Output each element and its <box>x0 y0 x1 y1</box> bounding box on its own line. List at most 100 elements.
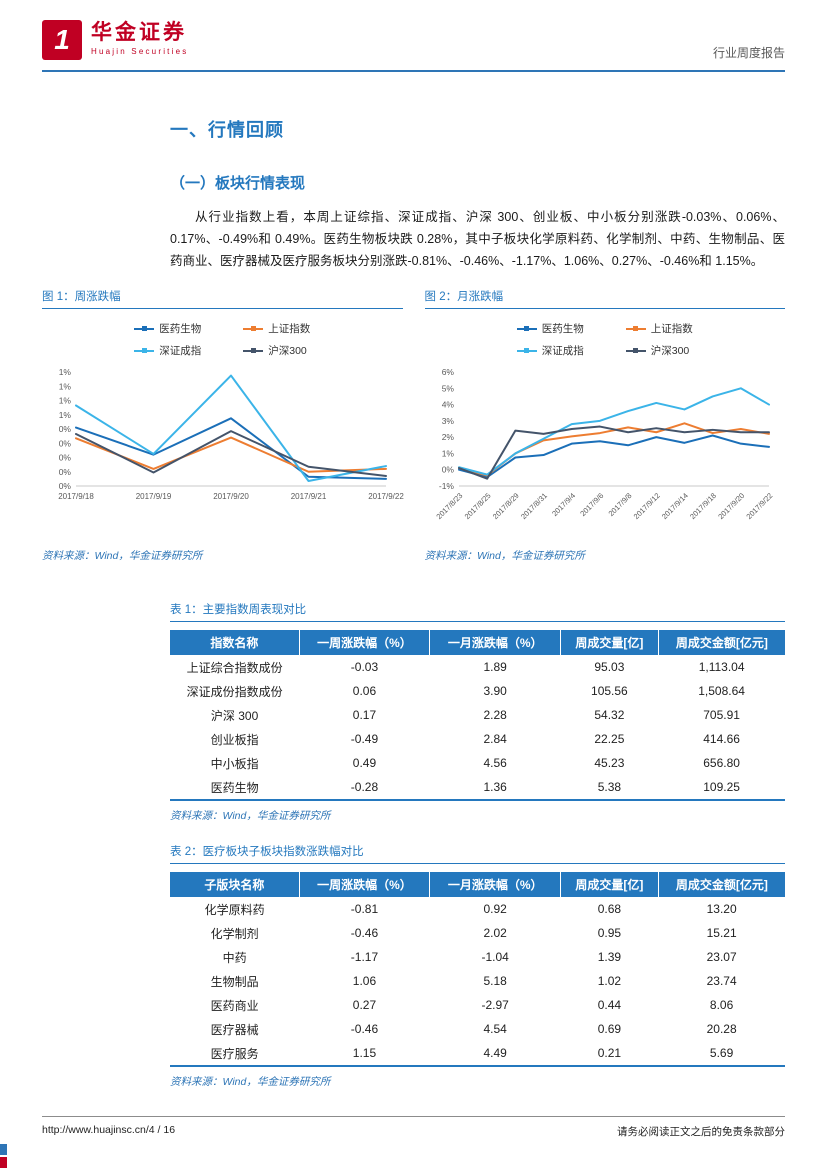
series-line-上证指数 <box>75 436 388 473</box>
value-cell: 22.25 <box>594 732 625 746</box>
figures-row: 图 1：周涨跌幅 医药生物 上证指数 深证成指 沪深300 0% 0% 0% 0% 0% 1% 1… <box>42 288 785 563</box>
row-label-cell: 医药商业 <box>210 998 259 1013</box>
x-axis-tick-label: 2017/9/18 <box>688 491 718 521</box>
figure-weekly-change: 图 1：周涨跌幅 医药生物 上证指数 深证成指 沪深300 0% 0% 0% 0% 0% 1% 1… <box>42 288 405 563</box>
page-edge-mark-blue <box>0 1144 7 1155</box>
row-label-cell: 中小板指 <box>210 756 259 771</box>
legend-marker-icon <box>243 325 264 332</box>
x-axis-tick-label: 2017/8/25 <box>462 491 492 521</box>
table-row: 中药 -1.17 -1.04 1.39 23.07 <box>170 945 785 969</box>
footer-disclaimer: 请务必阅读正文之后的免责条款部分 <box>617 1126 785 1138</box>
value-cell: 23.07 <box>706 950 737 964</box>
legend-label: 医药生物 <box>159 323 202 335</box>
y-axis-tick-label: 1% <box>59 410 72 420</box>
table-row: 深证成份指数成份 0.06 3.90 105.56 1,508.64 <box>170 679 785 703</box>
value-cell: 5.69 <box>709 1046 734 1060</box>
chart-legend: 医药生物 上证指数 深证成指 沪深300 <box>516 321 693 358</box>
column-header: 子版块名称 <box>170 872 300 897</box>
table-source: 资料来源：Wind，华金证券研究所 <box>170 810 331 822</box>
value-cell: 2.02 <box>483 926 507 940</box>
value-cell: 4.49 <box>483 1046 507 1060</box>
row-label-cell: 化学原料药 <box>204 902 265 917</box>
value-cell: -0.46 <box>350 1022 379 1036</box>
y-axis-tick-label: 0% <box>59 467 72 477</box>
value-cell: -0.49 <box>350 732 379 746</box>
value-cell: 4.54 <box>483 1022 507 1036</box>
column-header: 周成交金额[亿元] <box>658 630 785 655</box>
value-cell: 1,113.04 <box>698 660 745 674</box>
row-label-cell: 沪深 300 <box>210 708 259 723</box>
value-cell: 0.68 <box>597 902 622 916</box>
x-axis-tick-label: 2017/9/22 <box>744 491 774 521</box>
legend-label: 沪深300 <box>268 345 307 357</box>
value-cell: 705.91 <box>703 708 740 722</box>
series-line-深证成指 <box>457 387 770 476</box>
series-line-沪深300 <box>457 425 770 480</box>
y-axis-tick-label: 4% <box>441 400 454 410</box>
value-cell: 0.44 <box>597 998 622 1012</box>
legend-label: 上证指数 <box>268 323 311 335</box>
x-axis-tick-label: 2017/9/22 <box>368 492 404 501</box>
y-axis-tick-label: 0% <box>59 481 72 491</box>
row-label-cell: 创业板指 <box>210 732 259 747</box>
table-row: 化学制剂 -0.46 2.02 0.95 15.21 <box>170 921 785 945</box>
weekly-change-chart: 0% 0% 0% 0% 0% 1% 1% 1% 1% 2017/9/18 2017/9/19 2017… <box>58 367 404 501</box>
value-cell: 0.49 <box>352 756 377 770</box>
value-cell: 656.80 <box>703 756 740 770</box>
x-axis-tick-label: 2017/9/8 <box>606 491 633 518</box>
value-cell: 1.06 <box>352 974 377 988</box>
column-header: 周成交金额[亿元] <box>658 872 785 897</box>
column-header: 周成交量[亿] <box>560 630 659 655</box>
value-cell: 0.95 <box>597 926 622 940</box>
y-axis-tick-label: 0% <box>59 453 72 463</box>
value-cell: -0.81 <box>350 902 379 916</box>
value-cell: 4.56 <box>483 756 507 770</box>
monthly-change-chart: -1%0%1%2%3%4%5%6%2017/8/232017/8/252017/… <box>434 367 774 521</box>
x-axis-tick-label: 2017/9/14 <box>660 491 690 521</box>
legend-marker-icon <box>134 347 155 354</box>
legend-marker-icon <box>134 325 155 332</box>
x-axis-tick-label: 2017/9/20 <box>716 491 746 521</box>
report-type-label: 行业周度报告 <box>712 46 785 60</box>
value-cell: 0.21 <box>597 1046 622 1060</box>
legend-item: 上证指数 <box>625 321 693 336</box>
table-title: 表 1：主要指数周表现对比 <box>170 601 785 622</box>
value-cell: -1.04 <box>481 950 509 964</box>
value-cell: 5.38 <box>597 780 622 794</box>
legend-marker-icon <box>243 347 264 354</box>
footer-url: http://www.huajinsc.cn/4 / 16 <box>42 1124 176 1136</box>
legend-marker-icon <box>625 325 646 332</box>
y-axis-tick-label: -1% <box>439 481 455 491</box>
legend-item: 医药生物 <box>134 321 201 336</box>
series-line-医药生物 <box>75 417 388 480</box>
row-label-cell: 深证成份指数成份 <box>186 684 283 699</box>
legend-item: 上证指数 <box>243 321 310 336</box>
value-cell: 1.15 <box>352 1046 377 1060</box>
value-cell: 109.25 <box>703 780 740 794</box>
table-row: 化学原料药 -0.81 0.92 0.68 13.20 <box>170 897 785 921</box>
legend-label: 医药生物 <box>541 323 584 335</box>
figure-source: 资料来源：Wind，华金证券研究所 <box>42 550 203 562</box>
body-paragraph: 从行业指数上看，本周上证综指、深证成指、沪深 300、创业板、中小板分别涨跌-0… <box>170 210 785 268</box>
brand-name-en: Huajin Securities <box>91 47 189 56</box>
table-title: 表 2：医疗板块子板块指数涨跌幅对比 <box>170 843 785 864</box>
row-label-cell: 上证综合指数成份 <box>186 660 283 675</box>
value-cell: 1.89 <box>483 660 507 674</box>
value-cell: -0.28 <box>350 780 379 794</box>
x-axis-tick-label: 2017/9/21 <box>291 492 327 501</box>
page-footer: http://www.huajinsc.cn/4 / 16 请务必阅读正文之后的… <box>42 1116 785 1139</box>
table-1-block: 表 1：主要指数周表现对比 指数名称 一周涨跌幅（%） 一月涨跌幅（%） 周成交量[亿… <box>170 601 785 823</box>
page-header: 1 华金证券 Huajin Securities 行业周度报告 <box>42 20 785 72</box>
x-axis-tick-label: 2017/8/23 <box>434 491 464 521</box>
table-row: 沪深 300 0.17 2.28 54.32 705.91 <box>170 703 785 727</box>
column-header: 一月涨跌幅（%） <box>429 872 562 897</box>
x-axis-tick-label: 2017/9/20 <box>213 492 249 501</box>
value-cell: 0.27 <box>352 998 377 1012</box>
table-row: 医药商业 0.27 -2.97 0.44 8.06 <box>170 993 785 1017</box>
value-cell: 15.21 <box>706 926 737 940</box>
table-source: 资料来源：Wind，华金证券研究所 <box>170 1076 331 1088</box>
value-cell: 0.92 <box>483 902 507 916</box>
row-label-cell: 生物制品 <box>210 974 259 989</box>
value-cell: 5.18 <box>483 974 507 988</box>
